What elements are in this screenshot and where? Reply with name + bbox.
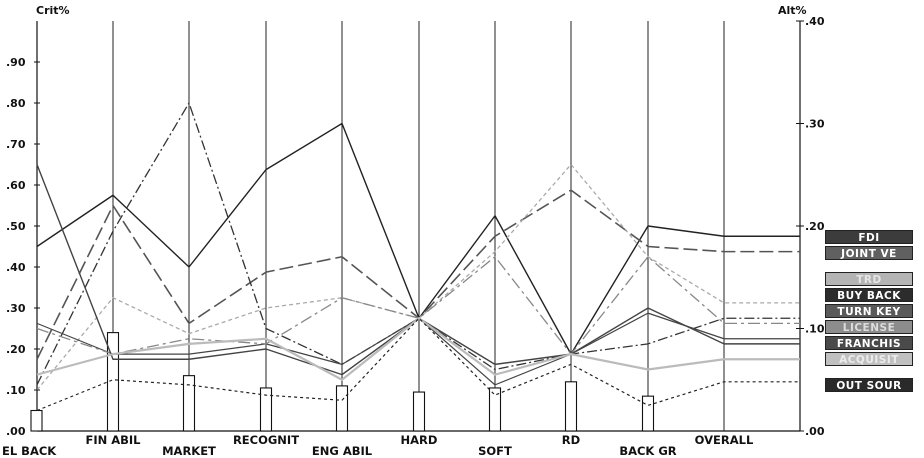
legend-item: BUY BACK bbox=[825, 288, 913, 302]
right-tick-label: .20 bbox=[805, 220, 825, 233]
legend-item: FDI bbox=[825, 230, 913, 244]
criteria-weight-bar bbox=[30, 409, 43, 432]
legend-item: OUT SOUR bbox=[825, 378, 913, 392]
criteria-weight-bar bbox=[106, 332, 120, 432]
legend-spacer bbox=[825, 262, 913, 272]
category-labels: EL BACK FIN ABIL MARKET RECOGNIT ENG ABIL HAR… bbox=[2, 433, 754, 458]
left-tick-label: .20 bbox=[6, 343, 26, 356]
category-label: FIN ABIL bbox=[85, 433, 141, 447]
criteria-weight-bar bbox=[641, 395, 655, 432]
category-label: RECOGNIT bbox=[233, 433, 299, 447]
left-tick-label: .90 bbox=[6, 56, 26, 69]
category-label: ENG ABIL bbox=[312, 444, 373, 458]
left-tick-label: .30 bbox=[6, 302, 26, 315]
series-line bbox=[36, 317, 800, 412]
left-tick-label: .10 bbox=[6, 384, 26, 397]
criteria-weight-bar bbox=[488, 387, 502, 432]
category-label: SOFT bbox=[478, 444, 512, 458]
legend-item: FRANCHIS bbox=[825, 336, 913, 350]
left-tick-label: .00 bbox=[6, 425, 26, 438]
series-line bbox=[36, 256, 800, 355]
legend-spacer bbox=[825, 368, 913, 378]
right-tick-label: .10 bbox=[805, 323, 825, 336]
category-label: OVERALL bbox=[695, 433, 754, 447]
category-label: BACK GR bbox=[619, 444, 676, 458]
right-axis-label: Alt% bbox=[778, 4, 807, 17]
criteria-weight-bar bbox=[259, 387, 273, 432]
left-axis-label: Crit% bbox=[36, 4, 70, 17]
category-label: HARD bbox=[401, 433, 438, 447]
criteria-bars bbox=[30, 332, 655, 432]
category-label: RD bbox=[562, 433, 580, 447]
axis-ticks: .00 .10 .20 .30 .40 .50 .60 .70 .80 .90 .00 .10 .20.… bbox=[6, 15, 825, 438]
criteria-weight-bar bbox=[412, 391, 426, 432]
category-label: EL BACK bbox=[2, 444, 57, 458]
criteria-weight-bar bbox=[335, 385, 349, 432]
right-tick-label: .00 bbox=[805, 425, 825, 438]
criteria-weight-bar bbox=[182, 375, 196, 432]
legend-item: LICENSE bbox=[825, 320, 913, 334]
category-label: MARKET bbox=[162, 444, 216, 458]
legend-item: JOINT VE bbox=[825, 246, 913, 260]
series-lines bbox=[36, 102, 800, 412]
left-tick-label: .70 bbox=[6, 138, 26, 151]
series-line bbox=[36, 317, 800, 381]
legend: FDI JOINT VE TRD BUY BACK TURN KEY LICENSE FRA… bbox=[825, 230, 913, 394]
left-tick-label: .60 bbox=[6, 179, 26, 192]
legend-item: TRD bbox=[825, 272, 913, 286]
left-tick-label: .40 bbox=[6, 261, 26, 274]
left-tick-label: .50 bbox=[6, 220, 26, 233]
left-tick-label: .80 bbox=[6, 97, 26, 110]
right-tick-label: .40 bbox=[805, 15, 825, 28]
criteria-weight-bar bbox=[564, 381, 578, 432]
legend-item: ACQUISIT bbox=[825, 352, 913, 366]
series-line bbox=[36, 102, 800, 386]
right-tick-label: .30 bbox=[805, 118, 825, 131]
legend-item: TURN KEY bbox=[825, 304, 913, 318]
plot-frame bbox=[36, 21, 801, 432]
